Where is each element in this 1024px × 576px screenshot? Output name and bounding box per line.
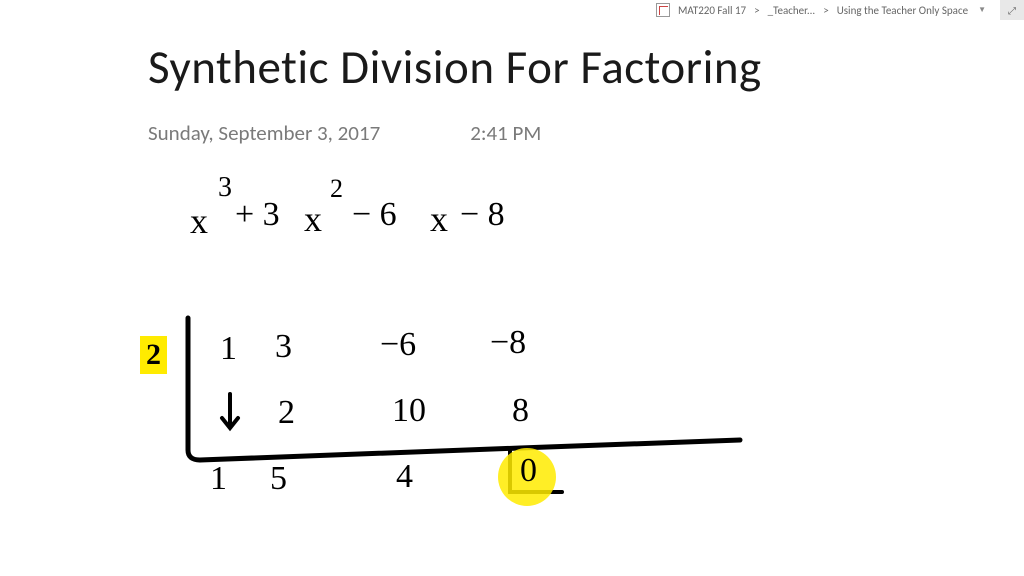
r3c4: 0 bbox=[520, 452, 537, 490]
breadcrumb-section[interactable]: _Teacher... bbox=[764, 4, 820, 17]
breadcrumb-course[interactable]: MAT220 Fall 17 bbox=[674, 4, 750, 17]
r1c3: −6 bbox=[380, 326, 416, 364]
r1c1: 1 bbox=[220, 330, 237, 368]
notebook-icon bbox=[656, 3, 670, 17]
breadcrumb-page[interactable]: Using the Teacher Only Space bbox=[833, 4, 972, 17]
r3c3: 4 bbox=[396, 458, 413, 496]
page-title: Synthetic Division For Factoring bbox=[148, 38, 762, 96]
r3c2: 5 bbox=[270, 460, 287, 498]
ink-canvas: x 3 + 3 x 2 − 6 x − 8 2 1 3 −6 −8 2 10 8… bbox=[0, 170, 1024, 576]
r2c3: 10 bbox=[392, 392, 426, 430]
fullscreen-button[interactable]: ⤢ bbox=[1000, 0, 1024, 20]
page-date: Sunday, September 3, 2017 bbox=[148, 120, 380, 146]
r1c2: 3 bbox=[275, 328, 292, 366]
page-time: 2:41 PM bbox=[470, 120, 541, 146]
breadcrumb: MAT220 Fall 17 > _Teacher... > Using the… bbox=[656, 0, 1024, 20]
chevron-down-icon[interactable]: ▼ bbox=[972, 5, 992, 15]
r2c4: 8 bbox=[512, 392, 529, 430]
division-bracket bbox=[0, 170, 1024, 576]
page-meta: Sunday, September 3, 2017 2:41 PM bbox=[148, 120, 541, 146]
r1c4: −8 bbox=[490, 324, 526, 362]
breadcrumb-sep: > bbox=[819, 4, 832, 17]
breadcrumb-sep: > bbox=[750, 4, 763, 17]
r2c2: 2 bbox=[278, 394, 295, 432]
r3c1: 1 bbox=[210, 460, 227, 498]
